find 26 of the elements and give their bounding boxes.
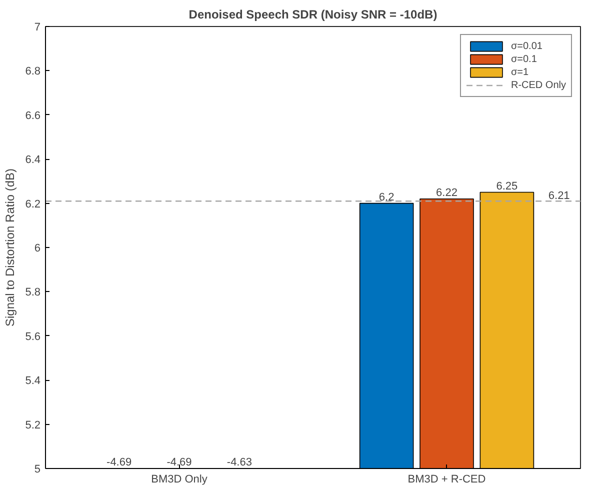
text: -4.69 bbox=[166, 456, 192, 468]
y-tick-label: 6.4 bbox=[25, 154, 41, 166]
annotation: 6.21 bbox=[548, 190, 570, 202]
text: -4.63 bbox=[226, 456, 252, 468]
data-label: 6.22 bbox=[436, 186, 458, 199]
text: -4.69 bbox=[106, 456, 132, 468]
legend-label: σ=0.01 bbox=[510, 40, 542, 52]
y-tick-label: 6 bbox=[34, 242, 41, 254]
y-tick-label: 5.6 bbox=[25, 330, 41, 343]
y-tick-label: 6.8 bbox=[25, 66, 41, 78]
data-label: 6.25 bbox=[496, 180, 518, 192]
chart-title: Denoised Speech SDR (Noisy SNR = -10dB) bbox=[188, 8, 438, 22]
legend-label: σ=0.1 bbox=[510, 54, 537, 64]
y-tick-label: 7 bbox=[34, 22, 41, 34]
legend-label: R-CED Only bbox=[510, 80, 566, 90]
x-tick-label: BM3D Only bbox=[151, 474, 208, 486]
y-tick-label: 6.2 bbox=[25, 198, 41, 210]
y-tick-label: 5.4 bbox=[25, 375, 41, 388]
y-tick-label: 6.6 bbox=[25, 110, 41, 122]
legend-label: σ=1 bbox=[510, 66, 530, 78]
y-tick-label: 5.8 bbox=[25, 286, 41, 299]
x-tick-label: BM3D + R-CED bbox=[408, 474, 486, 486]
data-label: 6.2 bbox=[378, 191, 394, 204]
y-tick-label: 5 bbox=[34, 464, 41, 476]
y-axis-title: Signal to Distortion Ratio (dB) bbox=[3, 168, 18, 327]
y-tick-label: 5.2 bbox=[25, 419, 41, 432]
